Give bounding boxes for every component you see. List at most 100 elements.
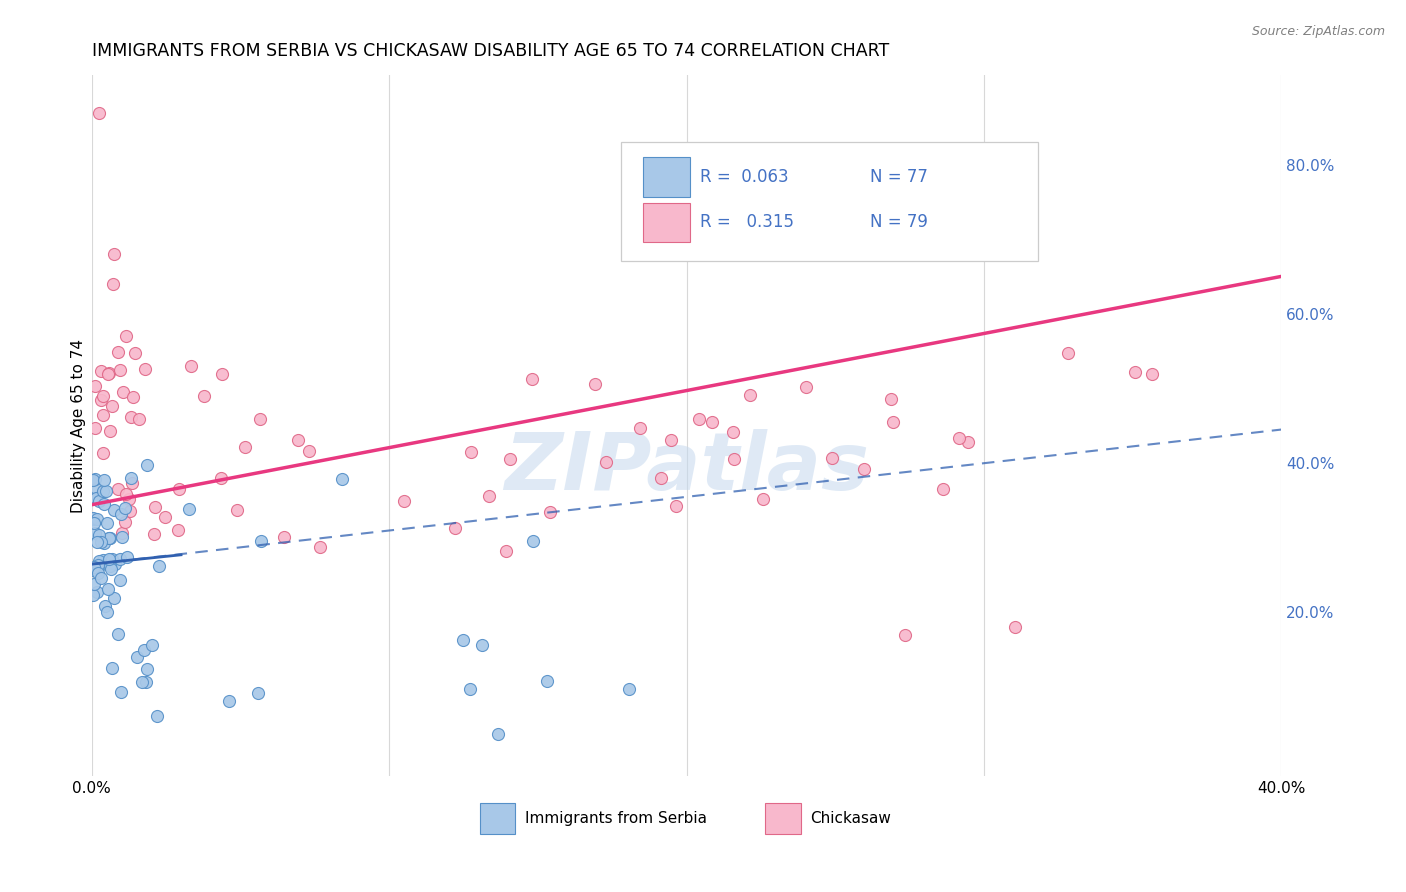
Point [135, 662, 157, 676]
FancyBboxPatch shape [765, 804, 801, 833]
Point [96, 516, 118, 530]
Point [193, 389, 215, 403]
Point [1057, 346, 1080, 360]
Point [103, 591, 125, 606]
Point [121, 476, 143, 491]
FancyBboxPatch shape [621, 142, 1038, 261]
Text: N = 79: N = 79 [870, 213, 928, 231]
Point [751, 492, 773, 507]
Point [460, 445, 482, 459]
Point [89, 554, 111, 568]
Point [98, 531, 121, 545]
Point [132, 643, 155, 657]
Point [169, 482, 191, 496]
Point [84, 492, 107, 507]
Point [103, 503, 125, 517]
Point [83, 421, 105, 435]
Point [114, 500, 136, 515]
Point [486, 727, 509, 741]
Point [90, 571, 112, 585]
Point [143, 500, 166, 514]
Point [128, 412, 150, 426]
FancyBboxPatch shape [643, 157, 690, 196]
Point [249, 412, 271, 426]
Point [89, 527, 111, 541]
Point [91, 408, 114, 422]
Point [93, 599, 115, 614]
Point [235, 440, 257, 454]
Point [738, 388, 761, 402]
Point [211, 368, 233, 382]
Point [134, 362, 156, 376]
Text: Source: ZipAtlas.com: Source: ZipAtlas.com [1251, 25, 1385, 38]
Point [617, 681, 640, 696]
Point [956, 435, 979, 450]
Point [90, 535, 112, 549]
Point [90, 392, 112, 407]
Point [83, 472, 105, 486]
Point [87, 105, 110, 120]
Point [628, 420, 651, 434]
Point [83, 378, 105, 392]
Point [82, 588, 104, 602]
Point [124, 346, 146, 360]
Point [948, 431, 970, 445]
Point [167, 524, 190, 538]
Point [115, 487, 138, 501]
Point [82, 473, 104, 487]
Point [309, 540, 332, 554]
Point [495, 544, 517, 558]
Point [110, 551, 132, 566]
Y-axis label: Disability Age 65 to 74: Disability Age 65 to 74 [72, 339, 86, 513]
Point [721, 425, 744, 439]
Point [86, 512, 108, 526]
Point [101, 400, 124, 414]
Point [121, 471, 143, 485]
Point [120, 409, 142, 424]
Point [82, 512, 104, 526]
Point [91, 445, 114, 459]
Point [97, 531, 120, 545]
Point [880, 392, 903, 406]
Point [882, 415, 904, 429]
Point [97, 582, 120, 597]
Point [460, 681, 482, 696]
Point [118, 491, 141, 506]
Point [247, 686, 270, 700]
Point [82, 563, 104, 577]
Point [87, 566, 110, 580]
Point [98, 559, 121, 574]
Point [853, 461, 876, 475]
Point [87, 494, 110, 508]
Point [498, 452, 520, 467]
Point [688, 412, 710, 426]
Point [114, 515, 136, 529]
Point [794, 380, 817, 394]
Point [84, 491, 107, 506]
Point [1142, 367, 1164, 381]
Point [595, 455, 617, 469]
Point [443, 521, 465, 535]
Point [98, 424, 121, 438]
Point [94, 484, 117, 499]
Point [83, 577, 105, 591]
Point [84, 491, 107, 505]
Point [536, 674, 558, 689]
Point [107, 344, 129, 359]
Point [143, 527, 166, 541]
Point [84, 525, 107, 540]
Point [83, 516, 105, 531]
Point [86, 481, 108, 495]
Point [91, 483, 114, 498]
Point [110, 363, 132, 377]
Point [100, 562, 122, 576]
Point [125, 649, 148, 664]
Point [93, 497, 115, 511]
Point [470, 638, 492, 652]
Point [180, 359, 202, 373]
Point [100, 661, 122, 675]
Point [104, 558, 127, 572]
Text: ZIPatlas: ZIPatlas [505, 429, 869, 507]
Point [90, 364, 112, 378]
FancyBboxPatch shape [643, 202, 690, 242]
